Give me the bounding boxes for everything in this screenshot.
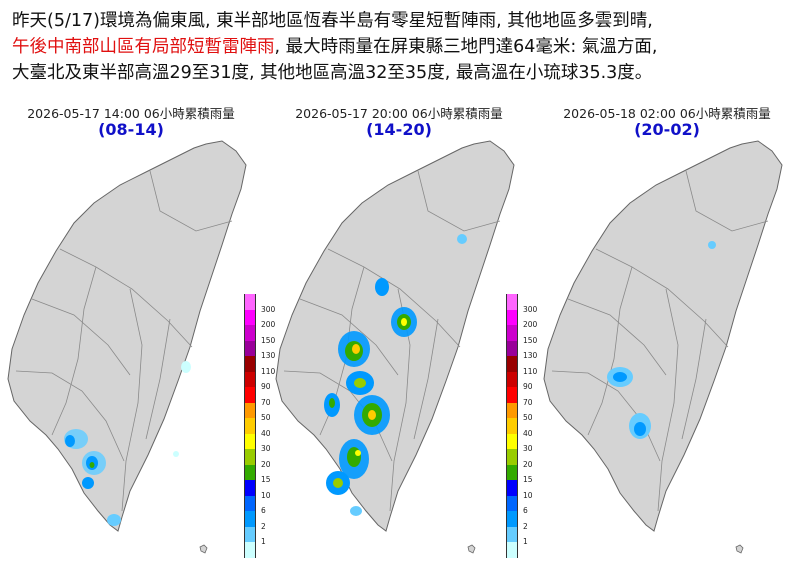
legend-tick-label: 300 bbox=[523, 304, 538, 314]
headline-line-3: 大臺北及東半部高溫29至31度, 其他地區高溫32至35度, 最高溫在小琉球35… bbox=[12, 63, 653, 83]
rain-map-panel-3: 2026-05-18 02:00 06小時累積雨量 (20-02) bbox=[536, 103, 798, 573]
legend-color-swatch bbox=[506, 511, 518, 527]
panel-1-title: 2026-05-17 14:00 06小時累積雨量 bbox=[27, 106, 235, 121]
legend-tick-label: 300 bbox=[261, 304, 276, 314]
legend-color-swatch bbox=[506, 340, 518, 356]
panel-3-range: (20-02) bbox=[634, 120, 700, 139]
legend-tick-label: 15 bbox=[523, 475, 533, 484]
legend-tick-label: 40 bbox=[261, 428, 271, 438]
legend-tick-label: 70 bbox=[523, 397, 533, 407]
legend-color-swatch bbox=[506, 387, 518, 403]
legend-color-swatch bbox=[506, 418, 518, 434]
legend-tick-label: 1 bbox=[523, 537, 528, 546]
legend-tick-label: 50 bbox=[523, 413, 533, 422]
legend-tick-label: 10 bbox=[261, 490, 271, 500]
legend-color-swatch bbox=[244, 294, 256, 310]
legend-color-swatch bbox=[506, 309, 518, 325]
legend-tick-label: 10 bbox=[523, 490, 533, 500]
legend-color-swatch bbox=[506, 542, 518, 558]
legend-tick-label: 130 bbox=[523, 351, 538, 360]
legend-color-swatch bbox=[244, 495, 256, 511]
headline-highlight: 午後中南部山區有局部短暫雷陣雨 bbox=[12, 37, 275, 57]
legend-color-swatch bbox=[244, 402, 256, 418]
legend-color-swatch bbox=[506, 449, 518, 465]
legend-color-swatch bbox=[244, 480, 256, 496]
legend-tick-label: 1 bbox=[261, 537, 266, 546]
rain-legend-1: 300 200 150 130 110 90 70 50 40 30 20 15 10 6 2 1 bbox=[244, 286, 294, 558]
legend-color-swatch bbox=[506, 495, 518, 511]
legend-tick-label: 130 bbox=[261, 351, 276, 360]
rain-patches-1 bbox=[64, 361, 191, 526]
legend-color-swatch bbox=[506, 433, 518, 449]
legend-color-swatch bbox=[244, 387, 256, 403]
taiwan-map-2 bbox=[275, 140, 515, 554]
legend-tick-label: 110 bbox=[523, 366, 538, 376]
legend-color-swatch bbox=[244, 418, 256, 434]
rain-map-panel-1: 2026-05-17 14:00 06小時累積雨量 (08-14) bbox=[0, 103, 262, 573]
legend-tick-label: 2 bbox=[523, 521, 528, 531]
legend-tick-label: 200 bbox=[261, 320, 276, 329]
panel-1-range: (08-14) bbox=[98, 120, 164, 139]
panel-3-title: 2026-05-18 02:00 06小時累積雨量 bbox=[563, 106, 771, 121]
panel-2-title: 2026-05-17 20:00 06小時累積雨量 bbox=[295, 106, 503, 121]
legend-tick-label: 200 bbox=[523, 320, 538, 329]
legend-tick-label: 40 bbox=[523, 428, 533, 438]
legend-color-swatch bbox=[506, 325, 518, 341]
legend-tick-label: 2 bbox=[261, 521, 266, 531]
legend-tick-label: 90 bbox=[523, 382, 533, 391]
legend-color-swatch bbox=[244, 449, 256, 465]
legend-color-swatch bbox=[244, 511, 256, 527]
legend-color-swatch bbox=[244, 464, 256, 480]
legend-tick-label: 150 bbox=[523, 335, 538, 345]
legend-tick-label: 15 bbox=[261, 475, 271, 484]
panel-2-range: (14-20) bbox=[366, 120, 432, 139]
legend-tick-label: 30 bbox=[261, 444, 271, 453]
headline: 昨天(5/17)環境為偏東風, 東半部地區恆春半島有零星短暫陣雨, 其他地區多雲… bbox=[12, 8, 792, 86]
legend-tick-label: 70 bbox=[261, 397, 271, 407]
taiwan-map-3 bbox=[543, 140, 783, 554]
legend-color-swatch bbox=[244, 526, 256, 542]
legend-color-swatch bbox=[506, 294, 518, 310]
legend-tick-label: 90 bbox=[261, 382, 271, 391]
headline-line-1: 昨天(5/17)環境為偏東風, 東半部地區恆春半島有零星短暫陣雨, 其他地區多雲… bbox=[12, 11, 653, 31]
legend-tick-label: 30 bbox=[523, 444, 533, 453]
legend-tick-label: 20 bbox=[261, 459, 271, 469]
legend-color-swatch bbox=[506, 480, 518, 496]
legend-color-swatch bbox=[506, 402, 518, 418]
legend-color-swatch bbox=[244, 309, 256, 325]
legend-tick-label: 6 bbox=[261, 506, 266, 515]
legend-tick-label: 110 bbox=[261, 366, 276, 376]
legend-tick-label: 50 bbox=[261, 413, 271, 422]
legend-color-swatch bbox=[244, 356, 256, 372]
legend-color-swatch bbox=[244, 371, 256, 387]
legend-color-swatch bbox=[506, 526, 518, 542]
rain-patches-2 bbox=[324, 234, 467, 516]
headline-line-2: 午後中南部山區有局部短暫雷陣雨, 最大時雨量在屏東縣三地門達64毫米: 氣溫方面… bbox=[12, 34, 792, 60]
rain-map-panel-2: 2026-05-17 20:00 06小時累積雨量 (14-20) bbox=[268, 103, 530, 573]
rain-legend-2: 300 200 150 130 110 90 70 50 40 30 20 15 10 6 2 1 bbox=[506, 286, 556, 558]
legend-color-swatch bbox=[244, 433, 256, 449]
legend-color-swatch bbox=[244, 542, 256, 558]
legend-color-swatch bbox=[244, 325, 256, 341]
rain-patches-3 bbox=[607, 241, 716, 439]
legend-color-swatch bbox=[244, 340, 256, 356]
taiwan-map-1 bbox=[7, 140, 247, 554]
legend-color-swatch bbox=[506, 464, 518, 480]
legend-color-swatch bbox=[506, 371, 518, 387]
headline-line-2-rest: , 最大時雨量在屏東縣三地門達64毫米: 氣溫方面, bbox=[274, 37, 658, 57]
legend-color-swatch bbox=[506, 356, 518, 372]
legend-tick-label: 150 bbox=[261, 335, 276, 345]
legend-tick-label: 20 bbox=[523, 459, 533, 469]
legend-tick-label: 6 bbox=[523, 506, 528, 515]
